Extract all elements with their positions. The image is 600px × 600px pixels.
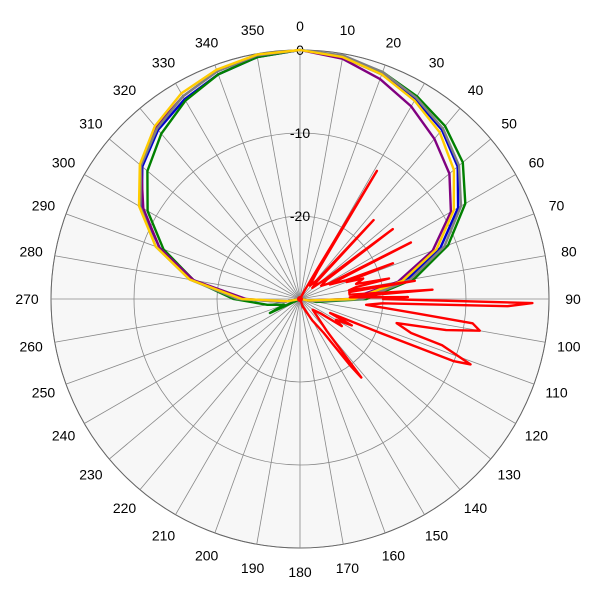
angle-tick-label: 180 bbox=[288, 564, 312, 580]
angle-tick-label: 300 bbox=[52, 155, 76, 171]
angle-tick-label: 160 bbox=[382, 548, 406, 564]
angle-tick-label: 40 bbox=[468, 82, 484, 98]
center-point bbox=[297, 296, 303, 302]
angle-tick-label: 0 bbox=[296, 18, 304, 34]
grid-spoke bbox=[84, 298, 301, 424]
radial-tick-label: -10 bbox=[290, 125, 310, 141]
radial-tick-label: -20 bbox=[290, 208, 310, 224]
grid-spoke bbox=[54, 255, 301, 300]
angle-tick-label: 340 bbox=[195, 34, 219, 50]
angle-tick-label: 200 bbox=[195, 548, 219, 564]
grid-spoke bbox=[256, 53, 301, 300]
angle-tick-label: 220 bbox=[113, 500, 137, 516]
angle-tick-label: 330 bbox=[152, 55, 176, 71]
angle-tick-label: 90 bbox=[565, 291, 581, 307]
angle-tick-label: 100 bbox=[557, 338, 581, 354]
grid-spoke bbox=[299, 298, 535, 385]
grid-spoke bbox=[299, 298, 344, 545]
grid-spoke bbox=[65, 298, 301, 385]
grid-spoke bbox=[54, 298, 301, 343]
grid-spoke bbox=[214, 298, 301, 534]
grid-spoke bbox=[299, 298, 386, 534]
grid-spoke bbox=[299, 255, 546, 300]
grid-spoke bbox=[84, 174, 301, 300]
grid-spoke bbox=[108, 298, 301, 460]
grid-spoke bbox=[256, 298, 301, 545]
angle-tick-label: 260 bbox=[19, 338, 43, 354]
angle-tick-label: 230 bbox=[79, 466, 103, 482]
angle-tick-label: 280 bbox=[19, 244, 43, 260]
grid-spoke bbox=[175, 298, 301, 515]
angle-tick-label: 140 bbox=[464, 500, 488, 516]
angle-tick-label: 250 bbox=[32, 384, 56, 400]
angle-tick-label: 170 bbox=[336, 560, 360, 576]
angle-tick-label: 310 bbox=[79, 116, 103, 132]
grid-spoke bbox=[139, 107, 301, 300]
grid-spoke bbox=[175, 83, 301, 300]
grid-spoke bbox=[299, 298, 546, 343]
angle-tick-label: 80 bbox=[561, 244, 577, 260]
grid-spoke bbox=[299, 64, 386, 300]
angle-tick-label: 240 bbox=[52, 428, 76, 444]
grid-spoke bbox=[299, 174, 516, 300]
angle-tick-label: 110 bbox=[545, 384, 568, 400]
angle-tick-label: 210 bbox=[152, 527, 176, 543]
grid-spoke bbox=[299, 298, 492, 460]
angle-tick-label: 350 bbox=[241, 22, 265, 38]
grid-spoke bbox=[299, 213, 535, 300]
grid-spoke bbox=[214, 64, 301, 300]
series-line bbox=[146, 48, 467, 315]
angle-tick-label: 130 bbox=[497, 466, 521, 482]
series-line bbox=[298, 169, 534, 379]
angle-tick-label: 270 bbox=[15, 291, 39, 307]
angle-tick-label: 60 bbox=[529, 155, 545, 171]
angle-tick-label: 70 bbox=[549, 198, 565, 214]
angle-tick-label: 190 bbox=[241, 560, 265, 576]
grid-spoke bbox=[139, 298, 301, 491]
angle-tick-label: 10 bbox=[340, 22, 356, 38]
angle-tick-label: 320 bbox=[113, 82, 137, 98]
grid-spoke bbox=[299, 53, 344, 300]
angle-tick-label: 50 bbox=[501, 116, 517, 132]
angle-tick-label: 120 bbox=[525, 428, 549, 444]
angle-tick-label: 290 bbox=[32, 198, 56, 214]
angle-tick-label: 150 bbox=[425, 527, 449, 543]
angle-tick-label: 20 bbox=[386, 34, 402, 50]
grid-spoke bbox=[65, 213, 301, 300]
grid-spoke bbox=[299, 107, 461, 300]
grid-spoke bbox=[299, 298, 425, 515]
angle-tick-label: 30 bbox=[429, 55, 445, 71]
